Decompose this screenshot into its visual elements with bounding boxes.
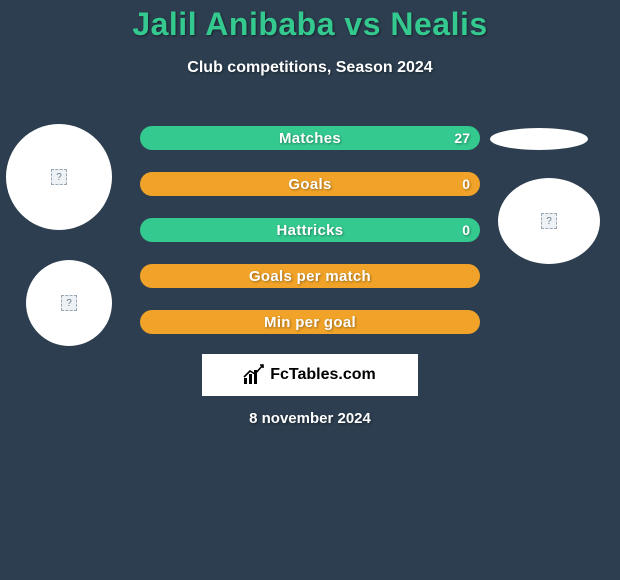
image-placeholder-icon: ?: [541, 213, 557, 229]
image-placeholder-icon: ?: [61, 295, 77, 311]
stat-bar: Matches 27: [140, 126, 480, 150]
content: Jalil Anibaba vs Nealis Club competition…: [0, 0, 620, 77]
stat-bars: Matches 27 Goals 0 Hattricks 0 Goals per match…: [140, 126, 480, 356]
stat-bar-label: Matches: [279, 130, 341, 147]
stat-bar: Hattricks 0: [140, 218, 480, 242]
stat-bar-label: Hattricks: [277, 222, 344, 239]
stat-bar-label: Goals: [288, 176, 331, 193]
stat-bar-label: Goals per match: [249, 268, 371, 285]
stat-bar-label: Min per goal: [264, 314, 356, 331]
player-avatar: ?: [6, 124, 112, 230]
player-avatar: ?: [498, 178, 600, 264]
date-text: 8 november 2024: [0, 410, 620, 427]
decorative-ellipse: [490, 128, 588, 150]
player-avatar: ?: [26, 260, 112, 346]
logo-box: FcTables.com: [202, 354, 418, 396]
stat-bar-value: 0: [462, 222, 470, 238]
image-placeholder-icon: ?: [51, 169, 67, 185]
page-title: Jalil Anibaba vs Nealis: [0, 6, 620, 43]
stat-bar: Min per goal: [140, 310, 480, 334]
logo-text: FcTables.com: [270, 366, 376, 384]
stat-bar-value: 0: [462, 176, 470, 192]
stat-bar: Goals per match: [140, 264, 480, 288]
stat-bar-value: 27: [454, 130, 470, 146]
logo-chart-icon: [244, 366, 266, 384]
subtitle: Club competitions, Season 2024: [0, 59, 620, 77]
stat-bar: Goals 0: [140, 172, 480, 196]
